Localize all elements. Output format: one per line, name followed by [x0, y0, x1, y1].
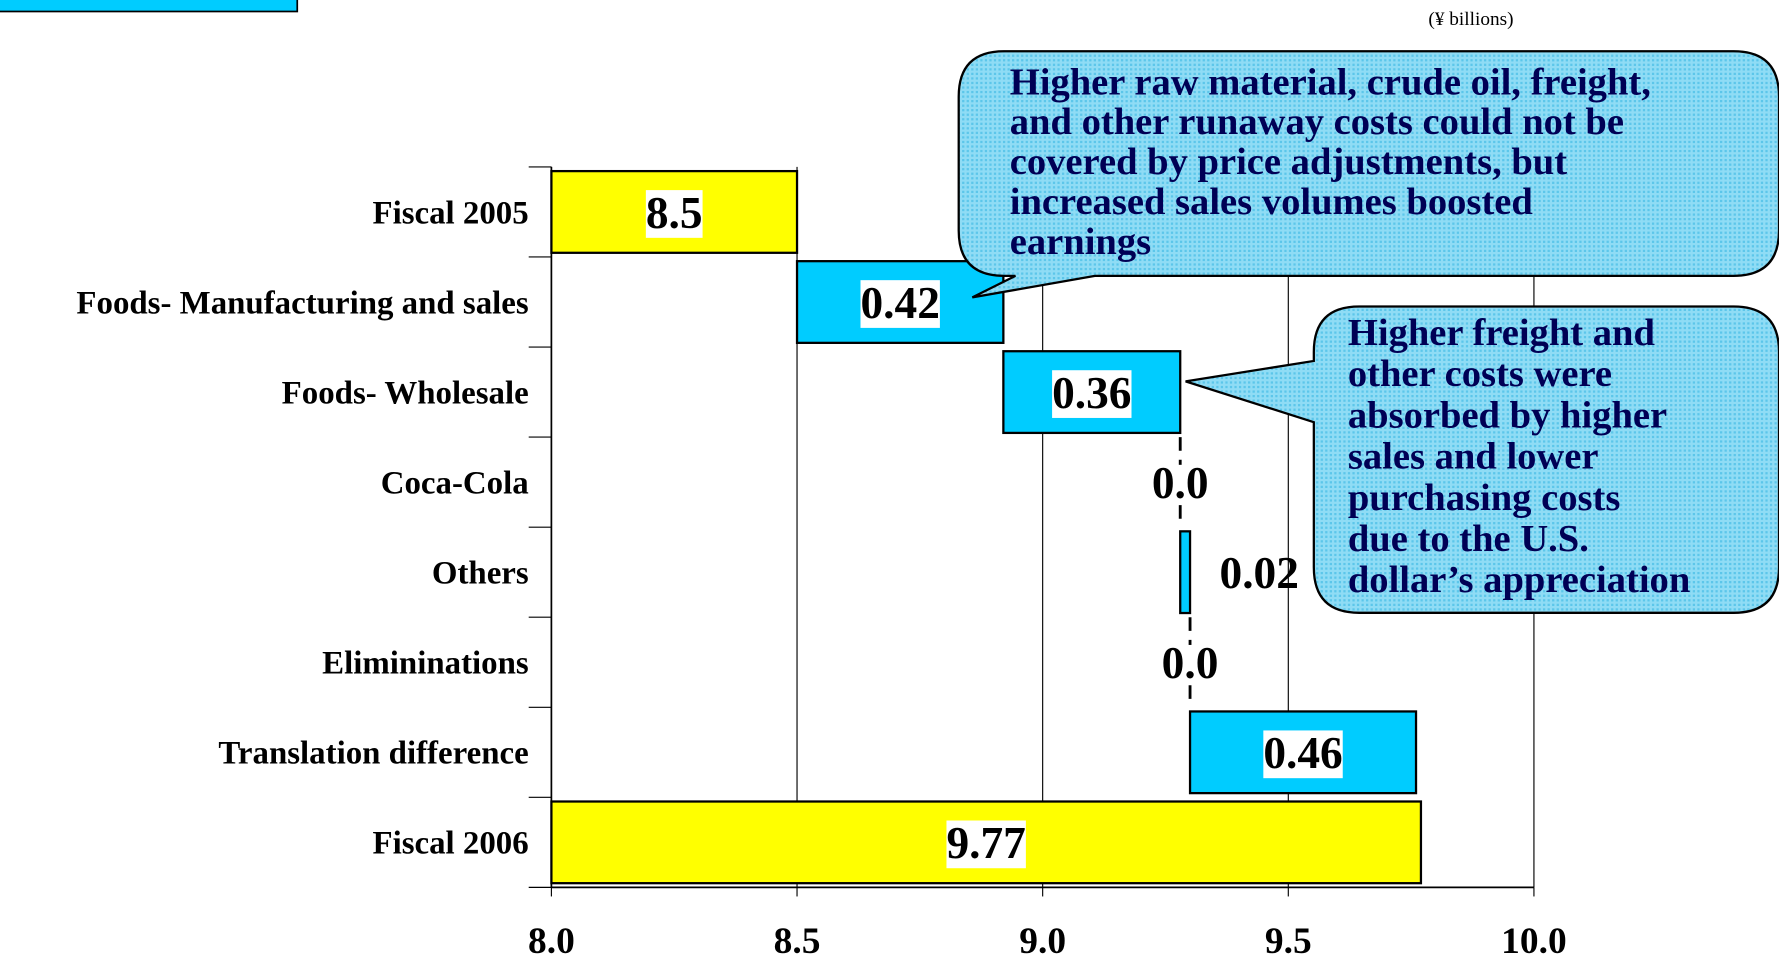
value-label: 8.5	[646, 188, 703, 238]
y-tick-label: Coca-Cola	[381, 465, 529, 501]
callout-text: other costs were	[1348, 353, 1612, 395]
callout-text: covered by price adjustments, but	[1010, 141, 1568, 183]
label-background	[1161, 644, 1219, 684]
callout	[957, 50, 1779, 614]
value-label: 0.42	[860, 278, 939, 328]
value-label: 0.0	[1162, 638, 1219, 688]
callout-text: increased sales volumes boosted	[1010, 181, 1534, 223]
label-background	[1263, 730, 1343, 779]
x-tick-label: 10.0	[1501, 921, 1567, 959]
value-label: 9.77	[946, 818, 1025, 868]
callout-text: sales and lower	[1348, 436, 1599, 478]
label-background	[645, 190, 703, 238]
callout-bubble	[1185, 305, 1779, 614]
x-tick-label: 9.5	[1265, 921, 1312, 959]
callout-text: due to the U.S.	[1348, 518, 1589, 560]
bar	[1179, 530, 1192, 615]
label-background	[1151, 464, 1209, 504]
y-tick-label: Elimininations	[322, 646, 529, 682]
x-tick-label: 8.0	[528, 921, 575, 959]
value-label: 0.0	[1152, 458, 1209, 508]
x-tick-label: 8.5	[774, 921, 821, 959]
label-background	[860, 280, 940, 328]
x-tick-label: 9.0	[1019, 921, 1066, 959]
value-label: 0.36	[1052, 368, 1131, 418]
label-background	[1052, 370, 1132, 418]
unit-label: (¥ billions)	[1428, 9, 1513, 30]
y-tick-label: Translation difference	[218, 736, 528, 772]
y-tick-label: Foods- Manufacturing and sales	[76, 285, 528, 321]
callout-text: and other runaway costs could not be	[1010, 101, 1624, 143]
callout-text: absorbed by higher	[1348, 394, 1667, 436]
y-tick-label: Fiscal 2006	[372, 826, 528, 862]
plot-area: 8.0 8.5 9.0 9.5 10.0 Fiscal 2005 8.5 Foods- Man…	[76, 166, 1567, 959]
y-tick-label: Fiscal 2005	[372, 195, 528, 231]
callout-bubble	[957, 50, 1779, 299]
callout-text: purchasing costs	[1348, 477, 1621, 519]
callout-texts: Higher raw material, crude oil, freight,…	[1010, 61, 1691, 601]
corner-box	[0, 0, 299, 13]
callout-text: Higher raw material, crude oil, freight,	[1010, 61, 1651, 103]
callout-text: earnings	[1010, 221, 1151, 263]
label-background	[946, 820, 1026, 869]
y-tick-label: Others	[432, 556, 529, 592]
y-tick-label: Foods- Wholesale	[282, 375, 529, 411]
callout-text: dollar’s appreciation	[1348, 559, 1690, 601]
value-label: 0.02	[1220, 548, 1299, 598]
value-label: 0.46	[1263, 728, 1342, 778]
callout-text: Higher freight and	[1348, 312, 1656, 354]
